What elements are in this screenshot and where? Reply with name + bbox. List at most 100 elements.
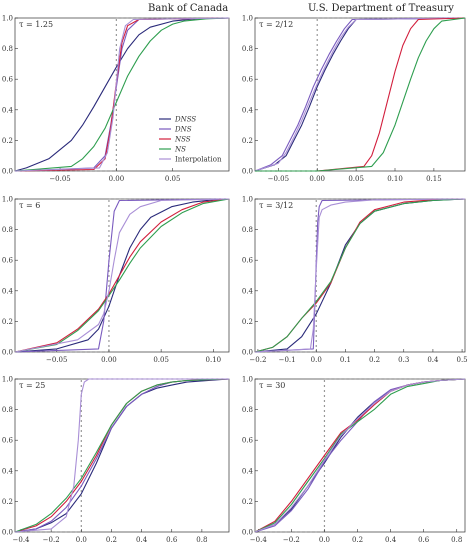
plot-frame [254, 378, 466, 533]
y-tick-label: 0.2 [2, 498, 13, 506]
y-tick-label: 0.2 [2, 318, 13, 326]
y-tick-label: 0.6 [2, 76, 14, 84]
series-ns [255, 17, 466, 172]
panel-label: τ = 25 [19, 381, 45, 390]
series-interpolation [14, 17, 230, 172]
x-tick-label: 0.4 [136, 536, 148, 544]
y-tick-label: 0.6 [242, 437, 254, 445]
series-nss [14, 378, 230, 533]
y-tick-label: 0.0 [2, 529, 13, 537]
panel-label: τ = 3/12 [259, 201, 293, 210]
series-dns [14, 378, 230, 533]
y-tick-label: 0.0 [242, 349, 253, 357]
legend-label-interpolation: Interpolation [175, 156, 222, 164]
panel-top-right: 0.0 0.2 0.4 0.6 0.8 1.0 −0.05 0.00 0.05 0.10 0.15 τ… [242, 15, 466, 183]
series-nss [14, 198, 230, 353]
y-tick-label: 0.4 [242, 106, 254, 114]
x-tick-label: −0.1 [279, 356, 296, 364]
y-tick-label: 0.0 [2, 349, 13, 357]
y-tick-label: 0.4 [2, 106, 14, 114]
plot-frame [14, 378, 230, 533]
y-tick-label: 0.6 [242, 257, 254, 265]
x-tick-label: 0.5 [457, 356, 468, 364]
series-interpolation [254, 378, 466, 533]
panel-label: τ = 1.25 [19, 20, 53, 29]
panel-middle-left: 0.0 0.2 0.4 0.6 0.8 1.0 −0.05 0.00 0.05 0.10 τ = 6 [2, 196, 230, 364]
y-tick-label: 1.0 [242, 376, 253, 384]
x-tick-label: 0.10 [387, 175, 403, 183]
series-interpolation [254, 198, 466, 353]
series-ns [14, 198, 230, 353]
x-tick-label: 0.10 [206, 356, 222, 364]
x-tick-label: 0.1 [340, 356, 351, 364]
series-nss [254, 198, 466, 353]
y-tick-label: 0.8 [2, 406, 13, 414]
x-tick-label: 0.00 [309, 175, 325, 183]
series-interpolation [14, 198, 230, 353]
plot-frame [254, 17, 466, 172]
y-tick-label: 0.8 [2, 226, 13, 234]
plot-frame [254, 198, 466, 353]
x-tick-label: 0.8 [451, 536, 462, 544]
y-tick-label: 1.0 [2, 15, 13, 23]
x-tick-label: −0.05 [49, 175, 70, 183]
y-tick-label: 1.0 [242, 15, 253, 23]
y-tick-label: 1.0 [242, 196, 253, 204]
x-tick-label: 0.05 [348, 175, 364, 183]
x-tick-label: −0.2 [43, 536, 60, 544]
x-tick-label: −0.4 [250, 536, 268, 544]
y-tick-label: 0.0 [2, 168, 13, 176]
series-interpolation [14, 378, 229, 533]
series-dnss [254, 378, 466, 533]
panel-bottom-left: 0.0 0.2 0.4 0.6 0.8 1.0 −0.4 −0.2 0.0 0.2 0.4 0.6 0.… [2, 376, 230, 544]
panel-label: τ = 2/12 [259, 20, 293, 29]
y-tick-label: 0.8 [242, 45, 253, 53]
series-ns [254, 198, 466, 353]
y-tick-label: 0.4 [2, 287, 14, 295]
right-column-title: U.S. Department of Treasury [308, 3, 454, 14]
series-dnss [14, 198, 230, 353]
x-tick-label: 0.4 [385, 536, 397, 544]
legend-label-nss: NSS [174, 136, 191, 144]
panel-bottom-right: 0.0 0.2 0.4 0.6 0.8 1.0 −0.4 −0.2 0.0 0.2 0.4 0.6 0.… [242, 376, 466, 544]
y-tick-label: 0.4 [242, 467, 254, 475]
x-tick-label: −0.2 [249, 356, 266, 364]
x-tick-label: 0.0 [76, 536, 87, 544]
series-ns [14, 378, 230, 533]
x-tick-label: 0.0 [311, 356, 322, 364]
y-tick-label: 0.2 [242, 498, 253, 506]
x-tick-label: 0.2 [352, 536, 363, 544]
y-tick-label: 0.2 [2, 137, 13, 145]
legend-label-ns: NS [174, 146, 186, 154]
series-interpolation [254, 17, 466, 172]
x-tick-label: 0.2 [369, 356, 380, 364]
x-tick-label: 0.00 [109, 175, 125, 183]
series-dns [254, 198, 466, 353]
panel-top-left: 0.0 0.2 0.4 0.6 0.8 1.0 −0.05 0.00 0.05 τ = 1.25 D… [2, 15, 230, 183]
y-tick-label: 0.8 [242, 406, 253, 414]
x-tick-label: 0.8 [196, 536, 207, 544]
x-tick-label: −0.2 [283, 536, 300, 544]
x-tick-label: 0.05 [153, 356, 169, 364]
y-tick-label: 0.8 [2, 45, 13, 53]
y-tick-label: 0.6 [2, 437, 14, 445]
y-tick-label: 1.0 [2, 376, 13, 384]
x-tick-label: 0.00 [101, 356, 117, 364]
y-tick-label: 0.4 [2, 467, 14, 475]
y-tick-label: 0.8 [242, 226, 253, 234]
x-tick-label: 0.3 [398, 356, 409, 364]
x-tick-label: 0.4 [427, 356, 439, 364]
x-tick-label: 0.6 [166, 536, 178, 544]
series-ns [14, 17, 230, 172]
x-tick-label: 0.05 [165, 175, 181, 183]
series-dns [14, 198, 230, 353]
series-nss [254, 378, 466, 533]
legend-label-dns: DNS [174, 126, 192, 134]
y-tick-label: 1.0 [2, 196, 13, 204]
series-dns [254, 378, 466, 533]
left-column-title: Bank of Canada [148, 3, 229, 14]
panel-middle-right: 0.0 0.2 0.4 0.6 0.8 1.0 −0.2 −0.1 0.0 0.1 0.2 0.3 0.… [242, 196, 468, 365]
y-tick-label: 0.0 [242, 529, 253, 537]
x-tick-label: −0.05 [268, 175, 289, 183]
